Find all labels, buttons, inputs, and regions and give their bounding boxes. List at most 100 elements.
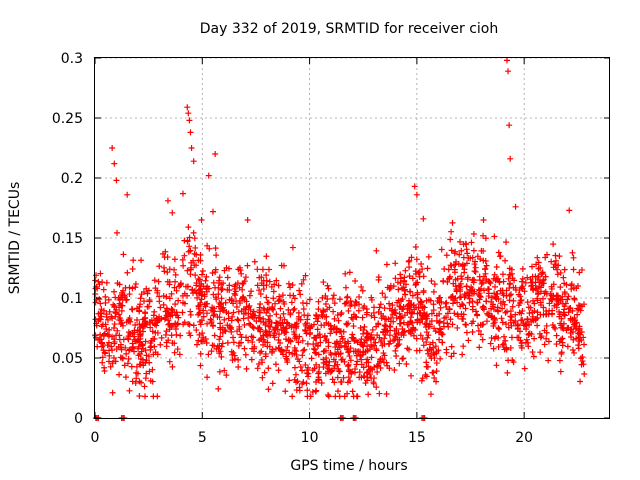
data-point — [463, 260, 470, 267]
data-point — [216, 274, 223, 281]
data-point — [577, 378, 584, 385]
data-point — [492, 283, 499, 290]
data-point — [296, 333, 303, 340]
data-point — [108, 343, 115, 350]
data-point — [376, 390, 383, 397]
data-point — [221, 367, 228, 374]
data-point — [287, 338, 294, 345]
data-point — [534, 314, 541, 321]
data-point — [451, 269, 458, 276]
data-point — [194, 294, 201, 301]
data-point — [319, 294, 326, 301]
data-point — [218, 295, 225, 302]
data-point — [165, 321, 172, 328]
data-point — [469, 303, 476, 310]
data-point — [129, 345, 136, 352]
data-point — [499, 271, 506, 278]
data-point — [396, 315, 403, 322]
data-point — [479, 321, 486, 328]
data-point — [314, 326, 321, 333]
data-point — [235, 317, 242, 324]
data-point — [126, 291, 133, 298]
data-point — [493, 263, 500, 270]
data-point — [221, 267, 228, 274]
data-point — [512, 203, 519, 210]
data-point — [258, 348, 265, 355]
data-point — [496, 326, 503, 333]
data-point — [475, 327, 482, 334]
data-point — [377, 356, 384, 363]
data-point — [478, 280, 485, 287]
data-point — [548, 296, 555, 303]
data-point — [433, 360, 440, 367]
data-point — [368, 331, 375, 338]
data-point — [252, 312, 259, 319]
data-point — [106, 308, 113, 315]
data-point — [447, 316, 454, 323]
data-point — [337, 350, 344, 357]
data-point — [389, 302, 396, 309]
data-point — [316, 331, 323, 338]
data-point — [162, 308, 169, 315]
data-point — [361, 339, 368, 346]
data-point — [289, 282, 296, 289]
data-point — [186, 117, 193, 124]
data-point — [119, 289, 126, 296]
data-point — [566, 207, 573, 214]
data-point — [407, 314, 414, 321]
data-point — [517, 293, 524, 300]
data-point — [413, 335, 420, 342]
data-point — [501, 301, 508, 308]
data-point — [344, 346, 351, 353]
data-point — [522, 321, 529, 328]
data-point — [265, 323, 272, 330]
data-point — [95, 310, 102, 317]
data-point — [533, 286, 540, 293]
data-point — [204, 242, 211, 249]
data-point — [353, 361, 360, 368]
data-point — [493, 291, 500, 298]
data-point — [325, 391, 332, 398]
data-point — [281, 330, 288, 337]
data-point — [568, 334, 575, 341]
data-point — [440, 278, 447, 285]
data-point — [169, 340, 176, 347]
data-point — [186, 234, 193, 241]
data-point — [236, 264, 243, 271]
data-point — [490, 345, 497, 352]
data-point — [136, 392, 143, 399]
data-point — [300, 347, 307, 354]
data-point — [275, 336, 282, 343]
data-point — [135, 343, 142, 350]
data-point — [333, 338, 340, 345]
data-point — [281, 300, 288, 307]
data-point — [575, 302, 582, 309]
data-point — [380, 313, 387, 320]
data-point — [250, 345, 257, 352]
y-tick-label: 0.15 — [52, 231, 83, 247]
data-point — [408, 372, 415, 379]
data-point — [219, 340, 226, 347]
data-point — [215, 385, 222, 392]
data-point — [156, 298, 163, 305]
data-point — [495, 324, 502, 331]
data-point — [197, 350, 204, 357]
data-point — [185, 224, 192, 231]
data-point — [550, 281, 557, 288]
data-point — [244, 262, 251, 269]
data-point — [397, 275, 404, 282]
data-point — [262, 353, 269, 360]
data-point — [480, 217, 487, 223]
data-point — [255, 361, 262, 368]
data-point — [281, 316, 288, 323]
data-point — [343, 320, 350, 327]
data-point — [370, 304, 377, 311]
data-point — [436, 319, 443, 326]
data-point — [201, 293, 208, 300]
data-point — [489, 303, 496, 310]
data-point — [187, 264, 194, 271]
data-point — [377, 365, 384, 372]
data-point — [472, 308, 479, 315]
data-point — [285, 280, 292, 287]
data-point — [541, 327, 548, 334]
